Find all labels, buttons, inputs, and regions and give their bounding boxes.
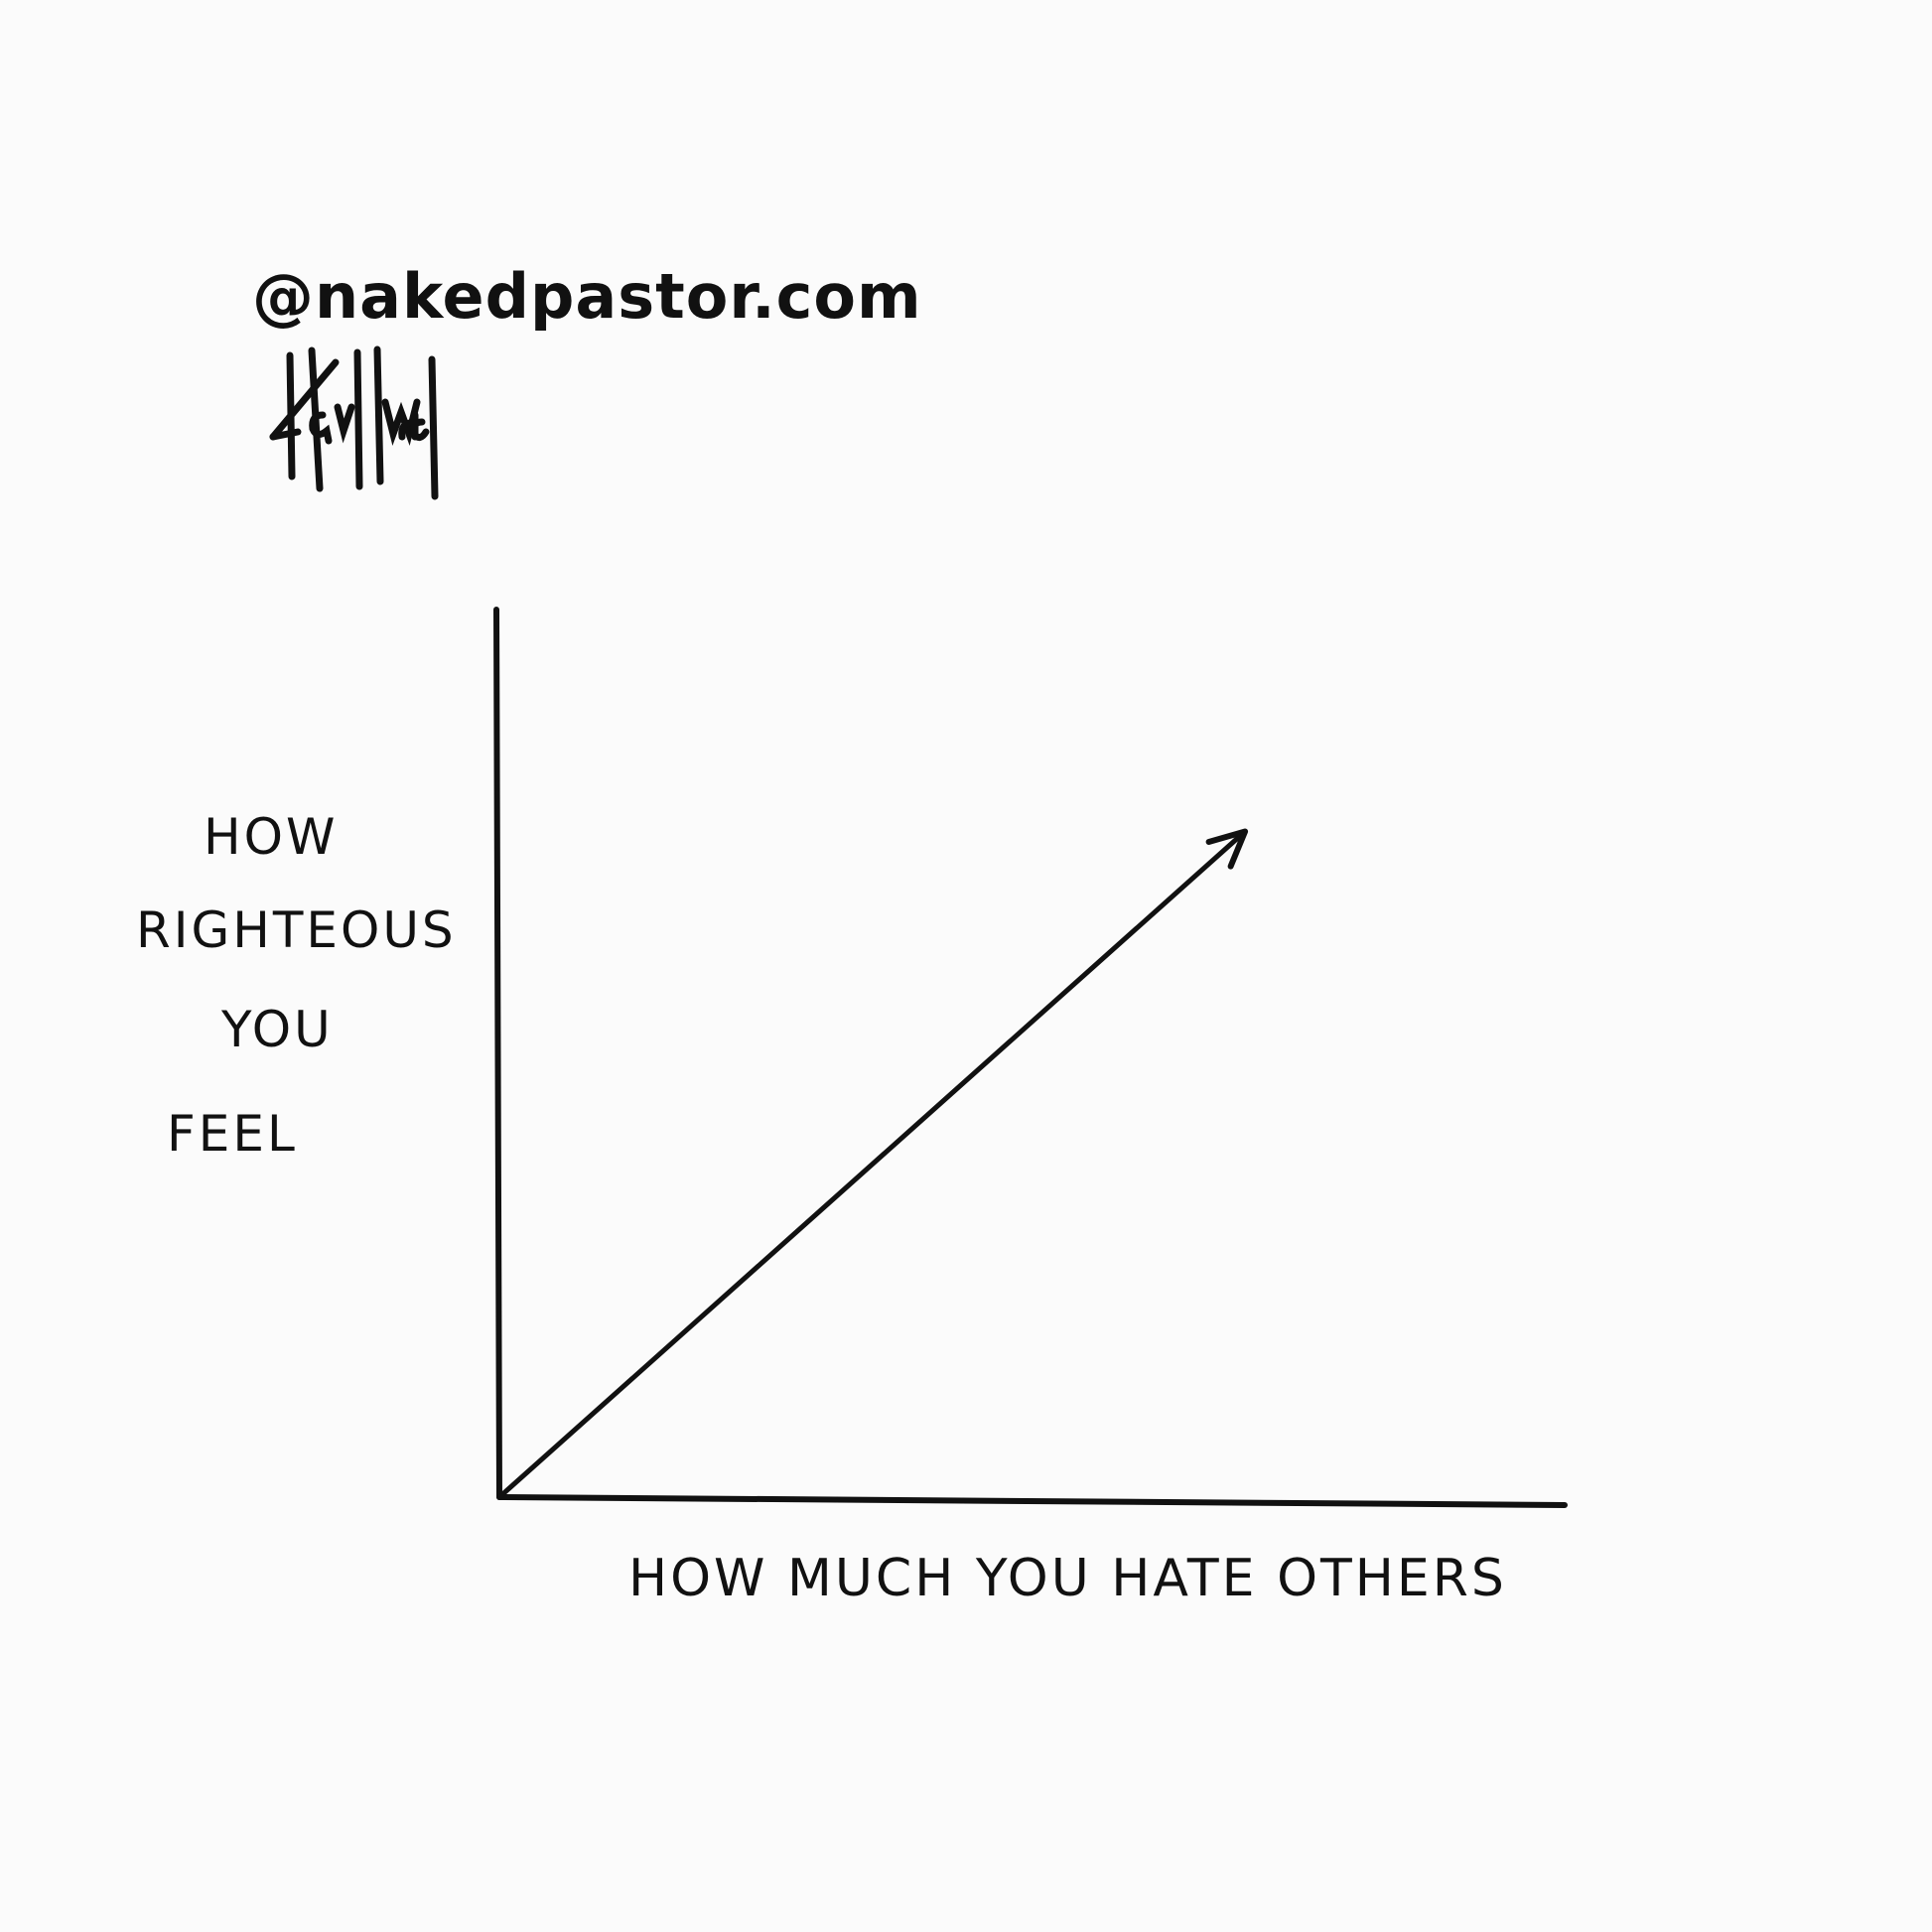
y-axis-line: [493, 607, 502, 1500]
x-axis-line: [496, 1494, 1568, 1508]
plot-area: [493, 607, 1568, 1508]
x-axis-label: HOW MUCH YOU HATE OTHERS: [628, 1549, 1507, 1608]
y-axis-label-line-4: FEEL: [167, 1105, 298, 1163]
y-axis-label-line-3: YOU: [221, 1001, 334, 1058]
y-axis-label-line-2: RIGHTEOUS: [136, 901, 457, 959]
y-axis-label-line-1: HOW: [204, 808, 339, 866]
arrowhead: [1205, 828, 1249, 870]
signature: [269, 345, 439, 500]
credit-text: @nakedpastor.com: [252, 260, 922, 333]
